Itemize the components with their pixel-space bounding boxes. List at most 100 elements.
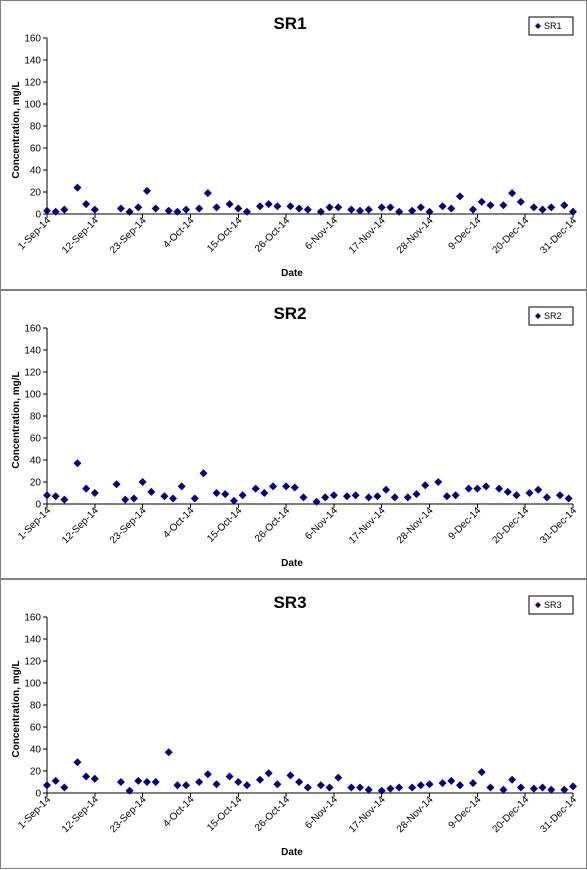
x-tick-label: 4-Oct-14 bbox=[161, 505, 197, 541]
data-point bbox=[90, 774, 99, 783]
x-tick-label: 15-Oct-14 bbox=[205, 794, 245, 834]
data-point bbox=[416, 203, 425, 212]
x-axis-label: Date bbox=[281, 558, 303, 569]
data-point bbox=[503, 487, 512, 496]
chart-panel-sr2: SR2 0 20 40 60 80 100 120 140 160 1-Sep-14 12-Sep-1… bbox=[0, 290, 587, 579]
y-tick-label: 20 bbox=[30, 188, 42, 199]
x-tick-label: 6-Nov-14 bbox=[303, 794, 340, 831]
data-point bbox=[60, 783, 69, 792]
data-point bbox=[477, 197, 486, 206]
data-point bbox=[469, 205, 478, 214]
x-tick-label: 20-Dec-14 bbox=[491, 505, 532, 546]
data-point bbox=[256, 775, 265, 784]
data-point bbox=[212, 489, 221, 497]
data-point bbox=[473, 484, 482, 493]
x-tick-label: 31-Dec-14 bbox=[538, 505, 579, 546]
data-point bbox=[125, 207, 134, 216]
data-point bbox=[51, 776, 60, 785]
x-tick-label: 28-Nov-14 bbox=[395, 794, 436, 835]
x-tick-label: 1-Sep-14 bbox=[16, 505, 53, 542]
y-tick-label: 100 bbox=[24, 100, 41, 111]
y-tick-label: 80 bbox=[30, 701, 42, 712]
y-tick-label: 0 bbox=[35, 500, 41, 511]
data-point bbox=[134, 203, 143, 212]
data-point bbox=[173, 207, 182, 216]
data-point bbox=[177, 482, 186, 491]
data-point bbox=[464, 484, 473, 493]
legend-label: SR2 bbox=[544, 311, 562, 321]
data-point bbox=[373, 492, 382, 501]
y-tick-label: 60 bbox=[30, 434, 42, 445]
data-point bbox=[342, 492, 351, 501]
legend-box bbox=[528, 306, 574, 326]
data-point bbox=[43, 781, 51, 790]
data-point bbox=[542, 493, 551, 502]
x-tick-label: 6-Nov-14 bbox=[303, 215, 340, 252]
data-point bbox=[334, 773, 343, 782]
data-point bbox=[325, 783, 334, 792]
y-tick-label: 20 bbox=[30, 767, 42, 778]
data-point bbox=[395, 207, 404, 216]
data-point bbox=[564, 494, 573, 503]
data-point bbox=[286, 202, 295, 211]
data-point bbox=[447, 204, 456, 213]
x-tick-label: 9-Dec-14 bbox=[447, 794, 484, 831]
data-point bbox=[442, 492, 451, 501]
data-point bbox=[269, 482, 278, 491]
data-point bbox=[199, 469, 208, 478]
y-tick-label: 160 bbox=[24, 34, 41, 45]
data-point bbox=[273, 202, 282, 211]
data-point bbox=[51, 492, 60, 501]
data-point bbox=[421, 481, 430, 490]
x-tick-label: 17-Nov-14 bbox=[347, 505, 388, 546]
data-point bbox=[190, 494, 199, 503]
data-point bbox=[447, 776, 456, 785]
data-point bbox=[408, 783, 417, 792]
y-tick-label: 100 bbox=[24, 390, 41, 401]
y-tick-label: 20 bbox=[30, 478, 42, 489]
data-point bbox=[364, 493, 373, 502]
chart-panel-sr1: SR1 0 20 40 60 80 100 120 140 160 1-Sep-14 12-Sep-1… bbox=[0, 0, 587, 290]
x-tick-label: 17-Nov-14 bbox=[347, 794, 388, 835]
data-point bbox=[499, 785, 508, 794]
data-point bbox=[234, 204, 243, 213]
data-point bbox=[529, 203, 538, 212]
x-tick-label: 17-Nov-14 bbox=[347, 215, 388, 256]
data-point bbox=[90, 205, 99, 214]
data-point bbox=[112, 480, 121, 489]
x-tick-label: 31-Dec-14 bbox=[538, 794, 579, 835]
data-point bbox=[516, 783, 525, 792]
data-point bbox=[486, 783, 495, 792]
data-point bbox=[390, 493, 399, 502]
data-point bbox=[151, 204, 160, 213]
data-point bbox=[225, 772, 234, 781]
x-tick-label: 12-Sep-14 bbox=[60, 794, 101, 835]
data-point bbox=[138, 478, 147, 486]
data-point bbox=[264, 769, 273, 778]
data-point bbox=[377, 786, 386, 795]
data-point bbox=[316, 781, 325, 790]
data-point bbox=[438, 779, 447, 788]
data-point bbox=[351, 491, 360, 500]
x-tick-label: 4-Oct-14 bbox=[161, 794, 197, 830]
data-point bbox=[499, 201, 508, 210]
x-tick-label: 4-Oct-14 bbox=[161, 215, 197, 251]
data-point bbox=[212, 780, 221, 789]
data-point bbox=[425, 207, 434, 216]
data-point bbox=[316, 207, 325, 216]
x-tick-label: 1-Sep-14 bbox=[16, 794, 53, 831]
data-point bbox=[273, 780, 282, 789]
data-point bbox=[221, 490, 230, 499]
data-point bbox=[212, 203, 221, 212]
data-point bbox=[303, 205, 312, 214]
x-tick-label: 15-Oct-14 bbox=[205, 215, 245, 255]
x-tick-label: 1-Sep-14 bbox=[16, 215, 53, 252]
data-point bbox=[334, 203, 343, 212]
data-point bbox=[116, 778, 125, 786]
data-point bbox=[347, 205, 356, 214]
chart-title: SR2 bbox=[273, 304, 306, 323]
data-point bbox=[386, 784, 395, 793]
data-point bbox=[538, 783, 547, 792]
data-point bbox=[195, 778, 204, 786]
y-axis-label: Concentration, mg/L bbox=[11, 81, 22, 178]
